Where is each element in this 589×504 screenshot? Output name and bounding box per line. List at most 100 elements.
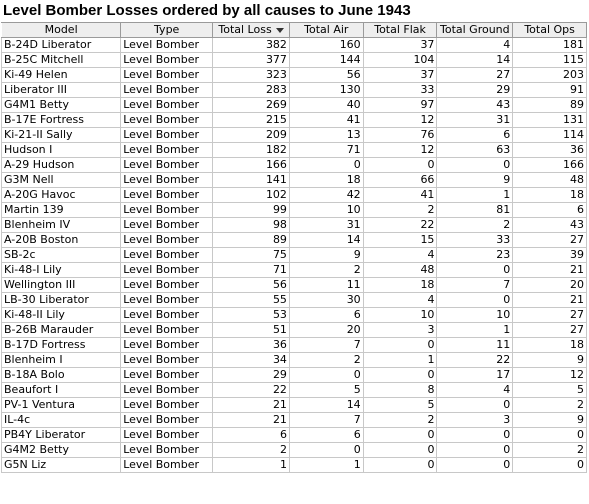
cell-total-loss[interactable]: 29: [212, 367, 290, 383]
cell-total-ops[interactable]: 18: [512, 337, 587, 353]
cell-total-ground[interactable]: 23: [436, 247, 514, 263]
cell-total-flak[interactable]: 0: [362, 157, 438, 173]
cell-total-air[interactable]: 71: [288, 142, 364, 158]
cell-model[interactable]: B-18A Bolo: [0, 367, 122, 383]
cell-total-ground[interactable]: 81: [436, 202, 514, 218]
table-row[interactable]: G4M1 Betty Level Bomber 269 40 97 43 89: [0, 97, 587, 113]
cell-model[interactable]: Liberator III: [0, 82, 122, 98]
cell-total-ground[interactable]: 33: [436, 232, 514, 248]
cell-total-flak[interactable]: 0: [362, 442, 438, 458]
cell-total-ground[interactable]: 0: [436, 397, 514, 413]
cell-total-ops[interactable]: 6: [512, 202, 587, 218]
cell-model[interactable]: A-29 Hudson: [0, 157, 122, 173]
cell-total-ops[interactable]: 39: [512, 247, 587, 263]
cell-total-ops[interactable]: 203: [512, 67, 587, 83]
cell-total-ground[interactable]: 0: [436, 457, 514, 473]
cell-type[interactable]: Level Bomber: [120, 442, 214, 458]
cell-total-ops[interactable]: 18: [512, 187, 587, 203]
cell-total-ground[interactable]: 43: [436, 97, 514, 113]
cell-total-air[interactable]: 160: [288, 37, 364, 53]
cell-total-air[interactable]: 31: [288, 217, 364, 233]
cell-total-ops[interactable]: 21: [512, 262, 587, 278]
cell-type[interactable]: Level Bomber: [120, 307, 214, 323]
cell-total-ground[interactable]: 9: [436, 172, 514, 188]
cell-total-ground[interactable]: 6: [436, 127, 514, 143]
cell-type[interactable]: Level Bomber: [120, 52, 214, 68]
cell-model[interactable]: Ki-48-II Lily: [0, 307, 122, 323]
cell-total-flak[interactable]: 2: [362, 202, 438, 218]
cell-total-loss[interactable]: 209: [212, 127, 290, 143]
cell-model[interactable]: B-24D Liberator: [0, 37, 122, 53]
cell-total-ground[interactable]: 10: [436, 307, 514, 323]
cell-type[interactable]: Level Bomber: [120, 217, 214, 233]
cell-total-loss[interactable]: 89: [212, 232, 290, 248]
cell-total-flak[interactable]: 41: [362, 187, 438, 203]
cell-total-air[interactable]: 7: [288, 337, 364, 353]
cell-model[interactable]: G3M Nell: [0, 172, 122, 188]
cell-total-flak[interactable]: 76: [362, 127, 438, 143]
cell-total-air[interactable]: 56: [288, 67, 364, 83]
cell-total-air[interactable]: 18: [288, 172, 364, 188]
cell-model[interactable]: B-25C Mitchell: [0, 52, 122, 68]
cell-type[interactable]: Level Bomber: [120, 112, 214, 128]
cell-total-ground[interactable]: 0: [436, 262, 514, 278]
cell-total-flak[interactable]: 104: [362, 52, 438, 68]
cell-total-flak[interactable]: 0: [362, 337, 438, 353]
cell-total-ground[interactable]: 14: [436, 52, 514, 68]
cell-total-loss[interactable]: 75: [212, 247, 290, 263]
cell-total-loss[interactable]: 102: [212, 187, 290, 203]
cell-model[interactable]: Hudson I: [0, 142, 122, 158]
table-row[interactable]: Wellington III Level Bomber 56 11 18 7 20: [0, 277, 587, 293]
cell-total-ground[interactable]: 3: [436, 412, 514, 428]
cell-total-flak[interactable]: 37: [362, 67, 438, 83]
cell-total-air[interactable]: 144: [288, 52, 364, 68]
cell-total-flak[interactable]: 5: [362, 397, 438, 413]
cell-total-air[interactable]: 40: [288, 97, 364, 113]
cell-total-air[interactable]: 0: [288, 367, 364, 383]
cell-type[interactable]: Level Bomber: [120, 67, 214, 83]
cell-total-loss[interactable]: 56: [212, 277, 290, 293]
table-row[interactable]: IL-4c Level Bomber 21 7 2 3 9: [0, 412, 587, 428]
table-row[interactable]: Beaufort I Level Bomber 22 5 8 4 5: [0, 382, 587, 398]
cell-total-flak[interactable]: 22: [362, 217, 438, 233]
cell-total-air[interactable]: 10: [288, 202, 364, 218]
cell-total-air[interactable]: 14: [288, 397, 364, 413]
cell-total-ground[interactable]: 4: [436, 37, 514, 53]
cell-total-ground[interactable]: 11: [436, 337, 514, 353]
cell-total-loss[interactable]: 6: [212, 427, 290, 443]
cell-total-loss[interactable]: 22: [212, 382, 290, 398]
cell-total-loss[interactable]: 34: [212, 352, 290, 368]
cell-total-air[interactable]: 2: [288, 262, 364, 278]
cell-model[interactable]: LB-30 Liberator: [0, 292, 122, 308]
cell-model[interactable]: SB-2c: [0, 247, 122, 263]
cell-total-ops[interactable]: 36: [512, 142, 587, 158]
cell-total-loss[interactable]: 1: [212, 457, 290, 473]
cell-total-ops[interactable]: 20: [512, 277, 587, 293]
cell-total-ground[interactable]: 0: [436, 442, 514, 458]
cell-total-ground[interactable]: 7: [436, 277, 514, 293]
cell-total-flak[interactable]: 12: [362, 112, 438, 128]
cell-total-loss[interactable]: 323: [212, 67, 290, 83]
cell-model[interactable]: G5N Liz: [0, 457, 122, 473]
cell-total-air[interactable]: 1: [288, 457, 364, 473]
cell-type[interactable]: Level Bomber: [120, 352, 214, 368]
cell-model[interactable]: Ki-48-I Lily: [0, 262, 122, 278]
column-header-model[interactable]: Model: [0, 22, 122, 38]
table-row[interactable]: Martin 139 Level Bomber 99 10 2 81 6: [0, 202, 587, 218]
cell-type[interactable]: Level Bomber: [120, 382, 214, 398]
cell-total-loss[interactable]: 51: [212, 322, 290, 338]
table-row[interactable]: B-26B Marauder Level Bomber 51 20 3 1 27: [0, 322, 587, 338]
cell-type[interactable]: Level Bomber: [120, 427, 214, 443]
table-row[interactable]: B-18A Bolo Level Bomber 29 0 0 17 12: [0, 367, 587, 383]
cell-total-ops[interactable]: 27: [512, 232, 587, 248]
cell-model[interactable]: B-17E Fortress: [0, 112, 122, 128]
cell-total-flak[interactable]: 0: [362, 427, 438, 443]
cell-total-air[interactable]: 14: [288, 232, 364, 248]
cell-type[interactable]: Level Bomber: [120, 367, 214, 383]
cell-total-ops[interactable]: 48: [512, 172, 587, 188]
cell-total-ops[interactable]: 43: [512, 217, 587, 233]
cell-total-air[interactable]: 41: [288, 112, 364, 128]
cell-total-ops[interactable]: 91: [512, 82, 587, 98]
cell-model[interactable]: Ki-49 Helen: [0, 67, 122, 83]
cell-total-loss[interactable]: 98: [212, 217, 290, 233]
